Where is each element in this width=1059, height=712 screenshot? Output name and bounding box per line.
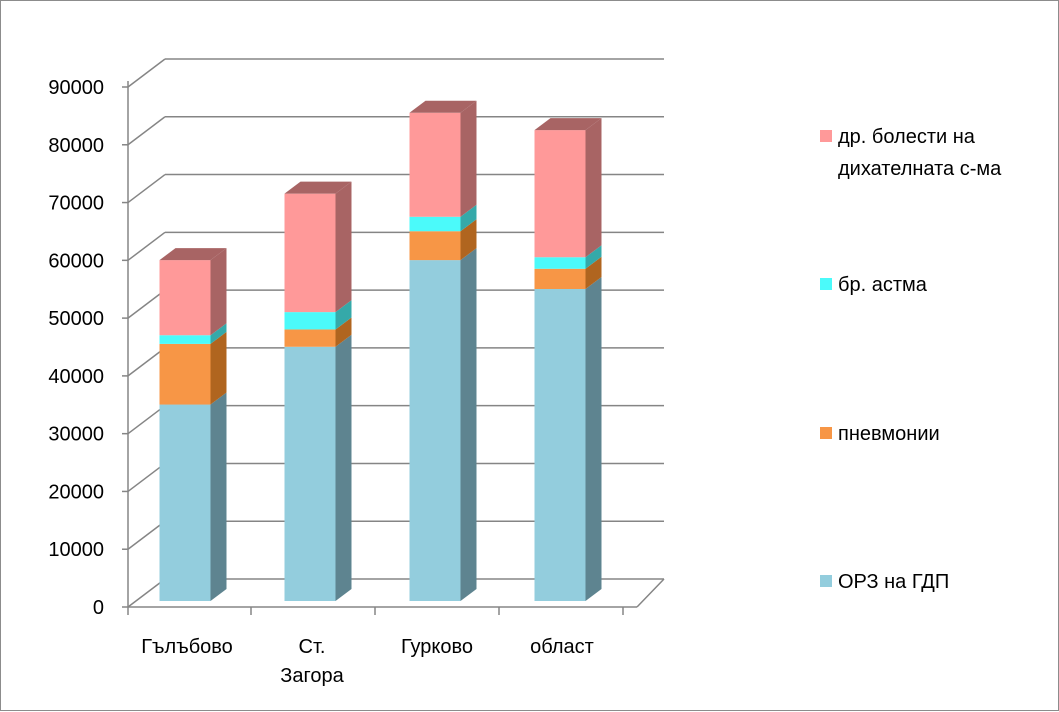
- bars-group: [159, 100, 602, 601]
- bar-segment: [534, 130, 586, 258]
- bar-top: [534, 118, 602, 131]
- bar-segment-side: [585, 256, 602, 289]
- bar-segment-side: [460, 248, 477, 601]
- bar-segment: [409, 112, 461, 217]
- y-tick-label: 50000: [48, 308, 104, 330]
- bar-segment: [534, 289, 586, 601]
- y-tick-label: 90000: [48, 77, 104, 99]
- bar-top: [409, 100, 477, 113]
- bar-segment-side: [460, 204, 477, 232]
- gridline-depth: [127, 405, 166, 435]
- bar-segment: [284, 312, 336, 330]
- bar-segment: [284, 193, 336, 313]
- gridline-depth: [127, 116, 166, 146]
- bar-segment: [409, 216, 461, 232]
- bar-segment-side: [335, 181, 352, 313]
- x-axis-depth: [636, 578, 665, 608]
- bar-segment: [284, 329, 336, 347]
- x-tick-label: Загора: [280, 665, 344, 687]
- y-tick-label: 0: [93, 597, 104, 619]
- bar-segment: [534, 257, 586, 269]
- y-tick-label: 70000: [48, 193, 104, 215]
- legend-label: ОРЗ на ГДП: [838, 571, 949, 593]
- bar-segment-side: [585, 277, 602, 601]
- legend-label: дихателната с-ма: [838, 158, 1002, 180]
- bar-top: [284, 181, 352, 194]
- legend-label: др. болести на: [838, 126, 976, 148]
- legend-label: бр. астма: [838, 274, 928, 296]
- bar-segment-side: [210, 323, 227, 344]
- bar-segment-side: [335, 317, 352, 347]
- bar-segment: [534, 268, 586, 289]
- legend-swatch: [820, 427, 832, 439]
- bar-segment: [409, 231, 461, 261]
- bar-segment-side: [335, 300, 352, 330]
- y-tick-label: 80000: [48, 135, 104, 157]
- bar-segment: [159, 260, 211, 336]
- bar-segment-side: [460, 100, 477, 217]
- legend-swatch: [820, 575, 832, 587]
- y-tick-label: 10000: [48, 539, 104, 561]
- gridline-depth: [127, 231, 166, 261]
- x-tick-label: Гълъбово: [141, 636, 233, 658]
- bar-top: [159, 248, 227, 261]
- gridline-depth: [127, 347, 166, 377]
- gridline-depth: [127, 58, 166, 88]
- bar-segment: [159, 335, 211, 344]
- gridline-depth: [127, 520, 166, 550]
- gridline-depth: [127, 462, 166, 493]
- gridline-depth: [127, 578, 166, 608]
- axes-group: 0 10000 20000 30000 40000 50000 60000 70000 8000…: [48, 77, 665, 687]
- legend-label: пневмонии: [838, 423, 940, 445]
- bar-segment-side: [210, 248, 227, 336]
- x-tick-label: Гурково: [401, 636, 473, 658]
- legend-swatch: [820, 278, 832, 290]
- y-tick-label: 20000: [48, 481, 104, 503]
- bar-segment: [409, 260, 461, 601]
- bar-segment: [284, 346, 336, 601]
- bar-segment: [159, 343, 211, 405]
- bar-segment-side: [335, 334, 352, 601]
- bar-segment-side: [210, 331, 227, 405]
- bar-segment-side: [210, 392, 227, 601]
- gridline-depth: [127, 173, 166, 204]
- legend-swatch: [820, 130, 832, 142]
- x-tick-label: Ст.: [299, 636, 326, 658]
- legend: др. болести на дихателната с-ма бр. астма п…: [820, 126, 1002, 593]
- y-tick-label: 60000: [48, 250, 104, 272]
- bar-segment-side: [460, 219, 477, 261]
- x-tick-label: област: [530, 636, 594, 658]
- bar-segment: [159, 404, 211, 601]
- bar-segment-side: [585, 245, 602, 269]
- gridline-depth: [127, 289, 166, 319]
- y-tick-label: 30000: [48, 424, 104, 446]
- y-tick-label: 40000: [48, 366, 104, 388]
- bar-segment-side: [585, 118, 602, 258]
